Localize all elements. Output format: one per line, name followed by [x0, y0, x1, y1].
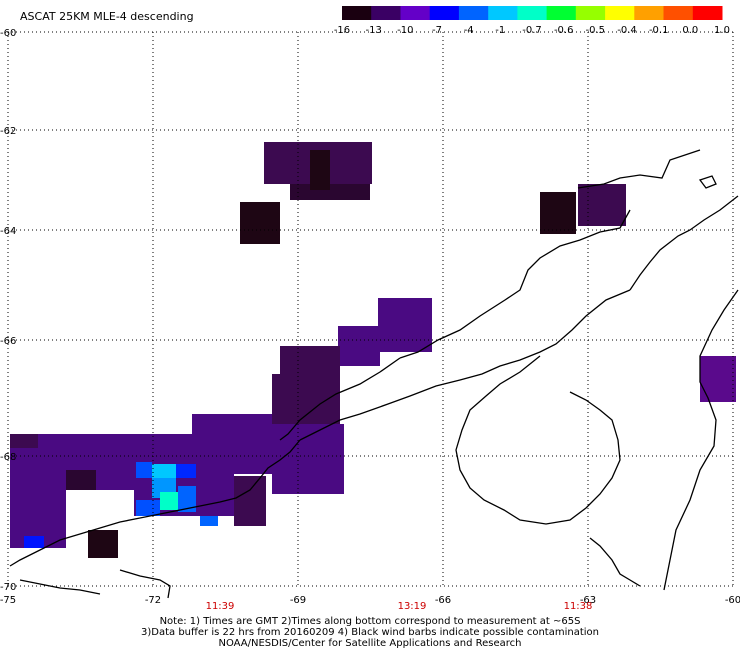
colorbar-tick-label: 1.0	[714, 25, 730, 36]
colorbar-segment	[429, 6, 460, 20]
colorbar-tick-label: 0.0	[682, 25, 698, 36]
longitude-label: -75	[0, 595, 16, 606]
swath-cell	[700, 356, 736, 402]
latitude-label: -62	[0, 126, 16, 137]
note-line-2: 3)Data buffer is 22 hrs from 20160209 4)…	[141, 627, 599, 638]
swath-cell	[310, 150, 330, 190]
colorbar: -16 -13 -10 -7 -4 -1 -0.7 -0.6 -0.5 -0.4 -0.1 0.0 1.…	[334, 6, 730, 36]
coastline-path	[577, 149, 701, 189]
coastline-path	[119, 569, 171, 599]
map-title: ASCAT 25KM MLE-4 descending	[20, 10, 194, 23]
coastline-path	[589, 537, 641, 587]
lat-lon-grid	[7, 31, 734, 587]
colorbar-tick-label: -0.6	[554, 25, 574, 36]
colorbar-segment	[488, 6, 518, 20]
time-label: 11:39	[206, 601, 235, 612]
swath-cell	[338, 326, 380, 366]
colorbar-segment	[517, 6, 548, 20]
colorbar-segment	[634, 6, 664, 20]
swath-cell	[160, 492, 180, 510]
swath-cell	[200, 516, 218, 526]
axis-labels: -75 -72 -69 -66 -63 -60 -60 -62 -64 -66 -68 -70	[0, 28, 740, 606]
swath-cell	[88, 530, 118, 558]
colorbar-segment	[400, 6, 431, 20]
coastline-path	[9, 439, 301, 567]
colorbar-segment	[371, 6, 401, 20]
colorbar-tick-label: -0.4	[617, 25, 637, 36]
longitude-label: -72	[145, 595, 161, 606]
time-label: 13:19	[398, 601, 427, 612]
coastline-path	[455, 355, 621, 525]
swath-cell	[136, 462, 152, 478]
time-label: 11:38	[564, 601, 593, 612]
swath-cell	[24, 536, 44, 548]
colorbar-tick-label: -13	[366, 25, 382, 36]
colorbar-tick-label: -1	[495, 25, 505, 36]
colorbar-segment	[546, 6, 577, 20]
latitude-label: -64	[0, 226, 16, 237]
coastline	[9, 149, 739, 599]
latitude-label: -60	[0, 28, 16, 39]
latitude-label: -68	[0, 452, 16, 463]
colorbar-segment	[575, 6, 606, 20]
swath-cell	[540, 192, 576, 234]
colorbar-segment	[692, 6, 723, 20]
colorbar-tick-label: -0.5	[586, 25, 606, 36]
colorbar-segment	[458, 6, 489, 20]
swath-cell	[234, 476, 266, 526]
swath-cell	[272, 424, 344, 494]
swath-cell	[178, 486, 196, 512]
colorbar-segment	[663, 6, 694, 20]
colorbar-segment	[342, 6, 372, 20]
latitude-label: -70	[0, 582, 16, 593]
longitude-label: -69	[290, 595, 306, 606]
coastline-path	[279, 357, 401, 441]
swath-cell	[578, 184, 626, 226]
latitude-label: -66	[0, 336, 16, 347]
note-line-1: Note: 1) Times are GMT 2)Times along bot…	[159, 616, 581, 627]
coastline-path	[698, 175, 717, 189]
colorbar-tick-label: -0.1	[649, 25, 669, 36]
longitude-label: -66	[435, 595, 451, 606]
data-swaths	[10, 142, 736, 558]
swath-cell	[10, 434, 38, 448]
longitude-label: -63	[580, 595, 596, 606]
swath-cell	[152, 464, 176, 478]
coastline-path	[399, 209, 631, 359]
swath-cell	[176, 464, 196, 478]
colorbar-tick-label: -16	[334, 25, 350, 36]
swath-cell	[136, 500, 160, 516]
coastline-path	[663, 289, 739, 591]
swath-cell	[378, 298, 432, 352]
coastline-path	[299, 289, 631, 441]
colorbar-segment	[605, 6, 635, 20]
swath-cell	[240, 202, 280, 244]
note-line-3: NOAA/NESDIS/Center for Satellite Applica…	[218, 638, 522, 649]
coastline-path	[19, 579, 101, 595]
colorbar-tick-label: -7	[432, 25, 442, 36]
coastline-path	[629, 195, 739, 291]
colorbar-tick-label: -10	[397, 25, 413, 36]
swath-cell	[66, 470, 96, 490]
longitude-label: -60	[725, 595, 740, 606]
colorbar-tick-label: -4	[464, 25, 474, 36]
colorbar-tick-label: -0.7	[522, 25, 542, 36]
